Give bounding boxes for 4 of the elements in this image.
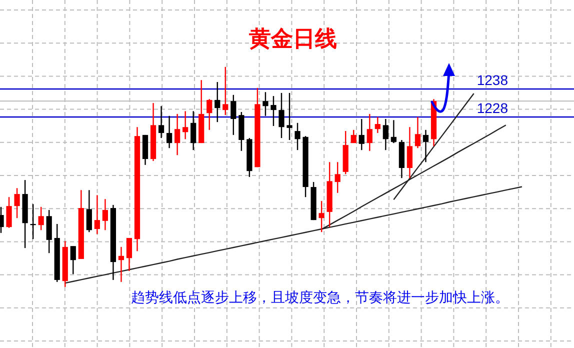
ref-line-label: 1228 [476, 100, 508, 116]
ref-line-label: 1238 [476, 72, 508, 88]
annotation: 趋势线低点逐步上移，且坡度变急，节奏将进一步加快上涨。 [131, 289, 509, 305]
title: 黄金日线 [249, 26, 337, 51]
